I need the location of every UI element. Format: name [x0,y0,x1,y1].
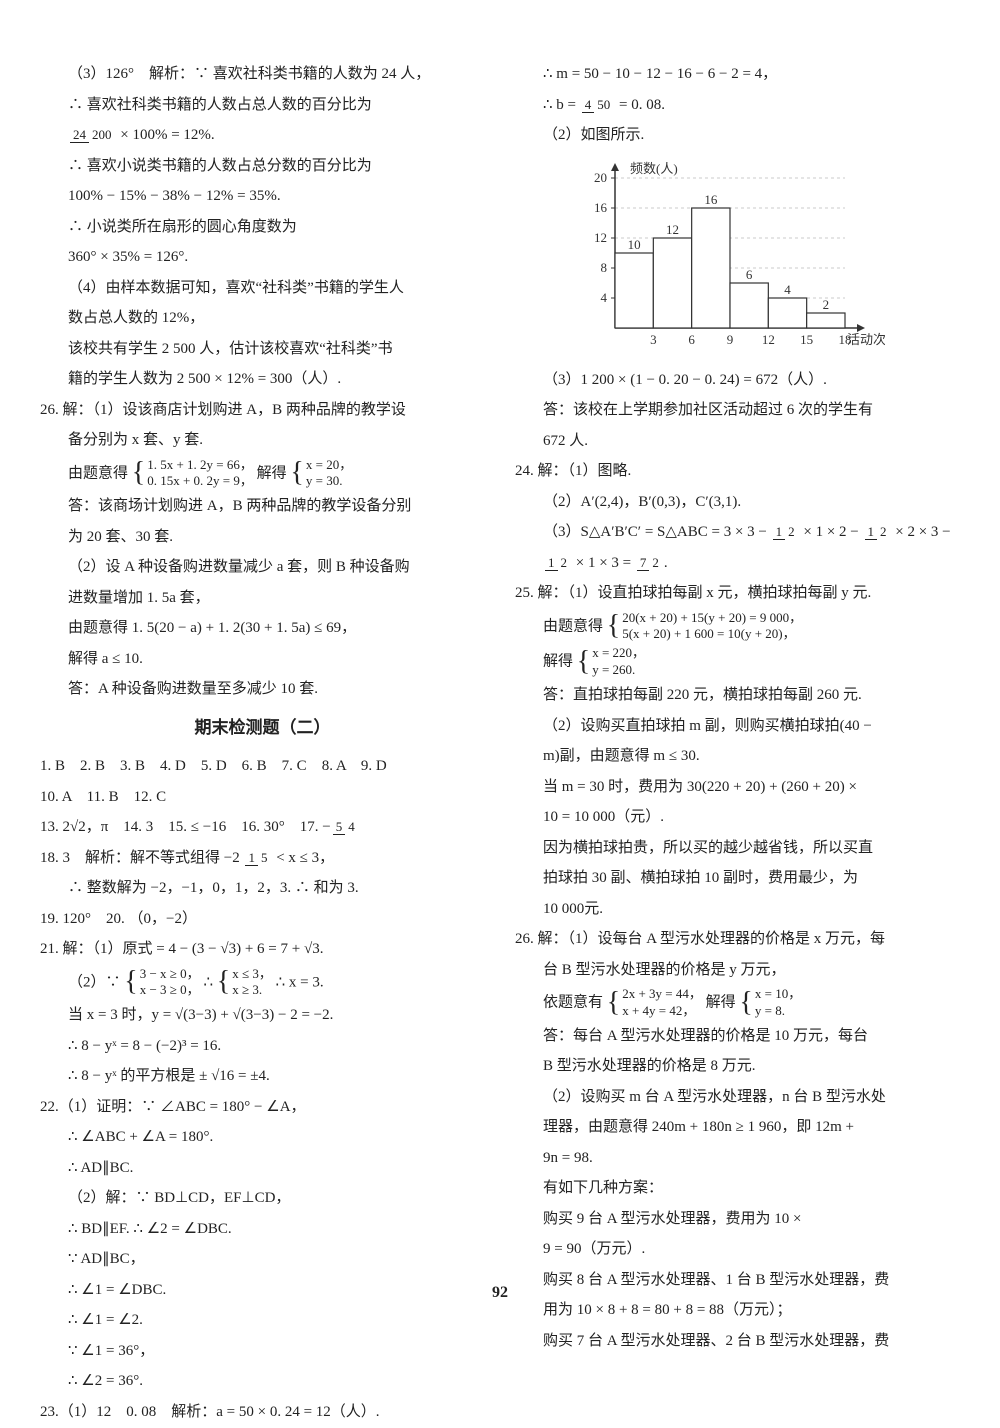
text: 当 x = 3 时，y = √(3−3) + √(3−3) − 2 = −2. [40,1001,485,1030]
svg-text:4: 4 [601,290,608,305]
text: ∴ BD∥EF. ∴ ∠2 = ∠DBC. [40,1215,485,1244]
text: （2）如图所示. [515,121,960,150]
svg-text:16: 16 [704,192,718,207]
right-column: ∴ m = 50 − 10 − 12 − 16 − 6 − 2 = 4， ∴ b… [515,60,960,1428]
text: （3）126° 解析：∵ 喜欢社科类书籍的人数为 24 人， [40,60,485,89]
text: 数占总人数的 12%， [40,304,485,333]
text: 18. 3 解析：解不等式组得 −2 15 < x ≤ 3， [40,844,485,873]
text: （2）A′(2,4)，B′(0,3)，C′(3,1). [515,488,960,517]
svg-text:10: 10 [628,237,641,252]
text: 10 = 10 000（元）. [515,803,960,832]
text: 理器，由题意得 240m + 180n ≥ 1 960，即 12m + [515,1113,960,1142]
text: 25. 解：（1）设直拍球拍每副 x 元，横拍球拍每副 y 元. [515,579,960,608]
text: 答：每台 A 型污水处理器的价格是 10 万元，每台 [515,1022,960,1051]
text: ∴ b = 450 = 0. 08. [515,91,960,120]
answers: 1. B 2. B 3. B 4. D 5. D 6. B 7. C 8. A … [40,752,485,781]
text: 拍球拍 30 副、横拍球拍 10 副时，费用最少，为 [515,864,960,893]
svg-text:8: 8 [601,260,608,275]
text: 由题意得 1. 5(20 − a) + 1. 2(30 + 1. 5a) ≤ 6… [40,614,485,643]
text: （2）设 A 种设备购进数量减少 a 套，则 B 种设备购 [40,553,485,582]
answers: 10. A 11. B 12. C [40,783,485,812]
text: 22.（1）证明：∵ ∠ABC = 180° − ∠A， [40,1093,485,1122]
section-title: 期末检测题（二） [40,712,485,744]
text: ∴ AD∥BC. [40,1154,485,1183]
text: （2）设购买直拍球拍 m 副，则购买横拍球拍(40 − [515,712,960,741]
text: 答：该商场计划购进 A，B 两种品牌的教学设备分别 [40,492,485,521]
text: 该校共有学生 2 500 人，估计该校喜欢“社科类”书 [40,335,485,364]
svg-text:3: 3 [650,332,657,347]
text: ∵ AD∥BC， [40,1245,485,1274]
text: 9n = 98. [515,1144,960,1173]
svg-text:12: 12 [762,332,775,347]
text: （2）设购买 m 台 A 型污水处理器，n 台 B 型污水处 [515,1083,960,1112]
text: ∴ 喜欢社科类书籍的人数占总人数的百分比为 [40,91,485,120]
text: （2）∵ {3 − x ≥ 0，x − 3 ≥ 0， ∴ {x ≤ 3，x ≥ … [40,966,485,1000]
text: 答：A 种设备购进数量至多减少 10 套. [40,675,485,704]
text: B 型污水处理器的价格是 8 万元. [515,1052,960,1081]
svg-text:12: 12 [666,222,679,237]
text: ∴ 小说类所在扇形的圆心角度数为 [40,213,485,242]
text: 答：直拍球拍每副 220 元，横拍球拍每副 260 元. [515,681,960,710]
text: 解得 {x = 220，y = 260. [515,645,960,679]
text: 100% − 15% − 38% − 12% = 35%. [40,182,485,211]
text: 26. 解：（1）设每台 A 型污水处理器的价格是 x 万元，每 [515,925,960,954]
text: 进数量增加 1. 5a 套， [40,584,485,613]
text: 购买 9 台 A 型污水处理器，费用为 10 × [515,1205,960,1234]
svg-text:20: 20 [594,170,607,185]
text: 360° × 35% = 126°. [40,243,485,272]
svg-text:9: 9 [727,332,734,347]
text: 21. 解：（1）原式 = 4 − (3 − √3) + 6 = 7 + √3. [40,935,485,964]
text: 12 × 1 × 3 = 72. [515,549,960,578]
svg-text:6: 6 [688,332,695,347]
svg-text:2: 2 [823,297,830,312]
svg-text:16: 16 [594,200,608,215]
page-number: 92 [0,1284,1000,1302]
text: ∴ ∠1 = ∠2. [40,1306,485,1335]
text: 672 人. [515,427,960,456]
text: ∴ ∠ABC + ∠A = 180°. [40,1123,485,1152]
text: 由题意得 {1. 5x + 1. 2y = 66，0. 15x + 0. 2y … [40,457,485,491]
answers: 13. 2√2，π 14. 3 15. ≤ −16 16. 30° 17. −5… [40,813,485,842]
text: 购买 7 台 A 型污水处理器、2 台 B 型污水处理器，费 [515,1327,960,1356]
text: ∴ 整数解为 −2，−1，0，1，2，3. ∴ 和为 3. [40,874,485,903]
text: （4）由样本数据可知，喜欢“社科类”书籍的学生人 [40,274,485,303]
text: 解得 a ≤ 10. [40,645,485,674]
text: 备分别为 x 套、y 套. [40,426,485,455]
text: （3）S△A′B′C′ = S△ABC = 3 × 3 − 12 × 1 × 2… [515,518,960,547]
text: ∴ m = 50 − 10 − 12 − 16 − 6 − 2 = 4， [515,60,960,89]
text: ∴ 喜欢小说类书籍的人数占总分数的百分比为 [40,152,485,181]
text: 9 = 90（万元）. [515,1235,960,1264]
text: 为 20 套、30 套. [40,523,485,552]
svg-text:4: 4 [784,282,791,297]
text: m)副，由题意得 m ≤ 30. [515,742,960,771]
left-column: （3）126° 解析：∵ 喜欢社科类书籍的人数为 24 人， ∴ 喜欢社科类书籍… [40,60,485,1428]
text: 26. 解：（1）设该商店计划购进 A，B 两种品牌的教学设 [40,396,485,425]
text: 籍的学生人数为 2 500 × 12% = 300（人）. [40,365,485,394]
histogram-chart: 48121620369121518101216642频数(人)活动次数 [575,158,855,358]
text: 答：该校在上学期参加社区活动超过 6 次的学生有 [515,396,960,425]
text: ∴ 8 − yˣ 的平方根是 ± √16 = ±4. [40,1062,485,1091]
text: 有如下几种方案： [515,1174,960,1203]
text: 由题意得 {20(x + 20) + 15(y + 20) = 9 000，5(… [515,610,960,644]
text: 台 B 型污水处理器的价格是 y 万元， [515,956,960,985]
text: 24. 解：（1）图略. [515,457,960,486]
svg-text:6: 6 [746,267,753,282]
svg-text:活动次数: 活动次数 [847,332,885,347]
text: 因为横拍球拍贵，所以买的越少越省钱，所以买直 [515,834,960,863]
svg-text:频数(人): 频数(人) [630,161,678,176]
text: （3）1 200 × (1 − 0. 20 − 0. 24) = 672（人）. [515,366,960,395]
text: （2）解：∵ BD⊥CD，EF⊥CD， [40,1184,485,1213]
text: 当 m = 30 时，费用为 30(220 + 20) + (260 + 20)… [515,773,960,802]
text: 23.（1）12 0. 08 解析：a = 50 × 0. 24 = 12（人）… [40,1398,485,1427]
svg-text:12: 12 [594,230,607,245]
svg-text:15: 15 [800,332,813,347]
text: 19. 120° 20. （0，−2） [40,905,485,934]
text: ∴ ∠2 = 36°. [40,1367,485,1396]
text: ∵ ∠1 = 36°， [40,1337,485,1366]
text: ∴ 8 − yˣ = 8 − (−2)³ = 16. [40,1032,485,1061]
text: 24200 × 100% = 12%. [40,121,485,150]
text: 10 000元. [515,895,960,924]
text: 依题意有 {2x + 3y = 44，x + 4y = 42， 解得 {x = … [515,986,960,1020]
